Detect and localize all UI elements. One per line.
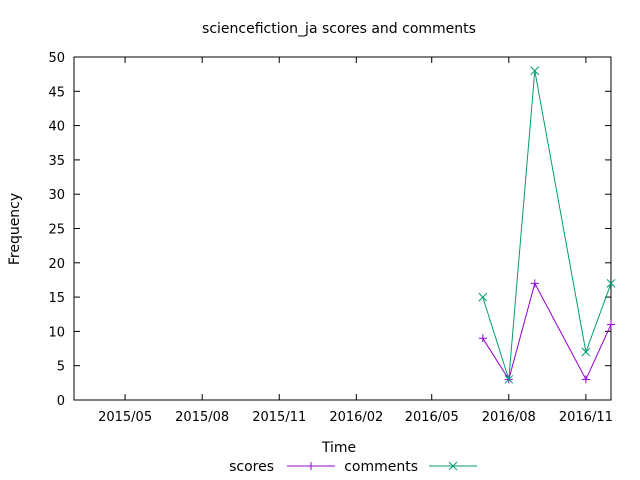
y-tick-label: 35 — [48, 154, 65, 169]
comments-data-point — [504, 375, 514, 384]
y-tick-label: 5 — [57, 360, 65, 375]
legend-marker-scores — [307, 462, 315, 470]
y-axis: 0 5 10 15 20 25 30 35 40 45 50 — [48, 51, 611, 409]
comments-data-point — [581, 347, 591, 357]
y-tick-label: 20 — [48, 257, 65, 272]
x-axis-label: Time — [321, 440, 356, 456]
scores-data-point — [530, 279, 539, 288]
legend-label-comments: comments — [344, 459, 418, 475]
comments-data-point — [478, 292, 488, 302]
y-axis-label: Frequency — [7, 193, 23, 265]
x-tick-label: 2016/05 — [405, 410, 459, 425]
comments-data-point — [606, 279, 616, 288]
scores-data-point — [607, 320, 615, 329]
x-tick-label: 2015/05 — [98, 410, 152, 425]
scores-data-point — [581, 375, 590, 384]
chart-title: sciencefiction_ja scores and comments — [202, 21, 476, 37]
legend: scores comments — [229, 459, 477, 475]
x-tick-label: 2015/08 — [175, 410, 229, 425]
x-tick-label: 2016/08 — [482, 410, 536, 425]
legend-label-scores: scores — [229, 459, 274, 475]
series-layer — [478, 66, 616, 384]
y-tick-label: 45 — [48, 85, 65, 100]
y-tick-label: 40 — [48, 120, 65, 135]
scores-data-point — [478, 334, 487, 343]
y-tick-label: 15 — [48, 291, 65, 306]
x-tick-label: 2016/11 — [559, 410, 613, 425]
x-tick-label: 2016/02 — [329, 410, 383, 425]
y-tick-label: 25 — [48, 223, 65, 238]
y-tick-label: 0 — [57, 394, 65, 409]
comments-data-point — [530, 66, 540, 76]
scores-series-line — [482, 282, 612, 381]
comments-series-line — [482, 70, 612, 380]
x-axis: 2015/05 2015/08 2015/11 2016/02 2016/05 2016/… — [98, 57, 613, 425]
x-tick-label: 2015/11 — [252, 410, 306, 425]
y-tick-label: 50 — [48, 51, 65, 66]
y-tick-label: 30 — [48, 188, 65, 203]
plot-frame — [73, 56, 612, 401]
y-tick-label: 10 — [48, 325, 65, 340]
legend-marker-comments — [448, 461, 458, 471]
